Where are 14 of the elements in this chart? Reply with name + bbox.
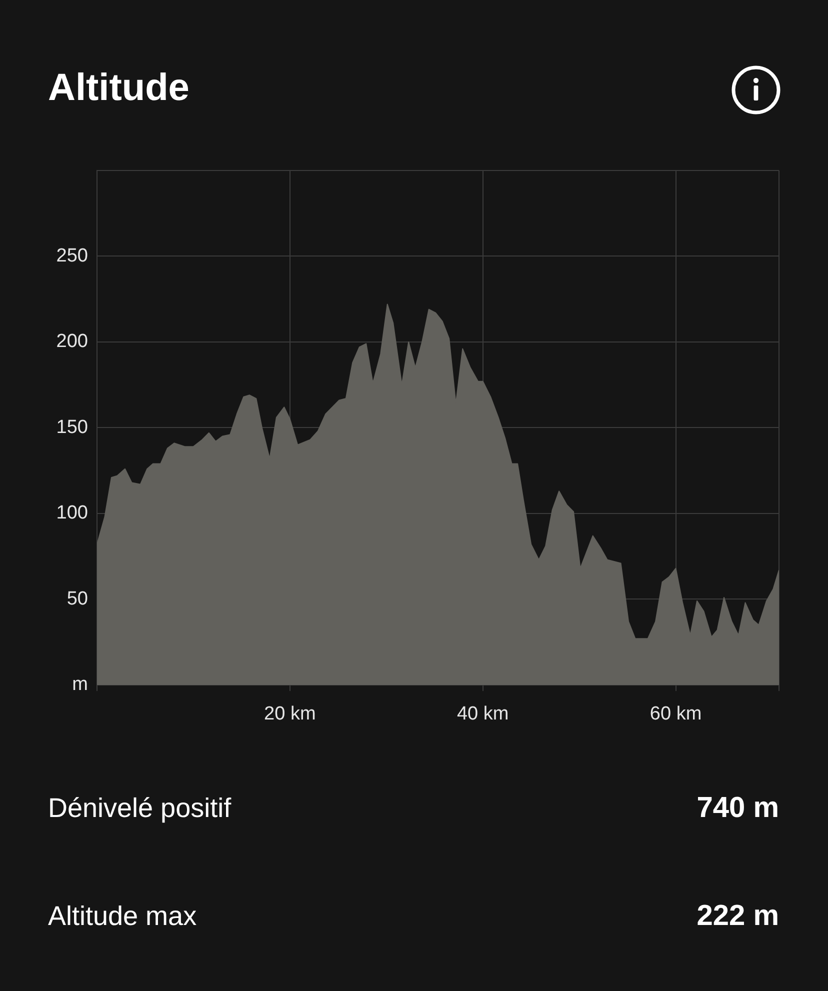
text: 740 m — [696, 792, 779, 824]
y-tick-label: 250 — [56, 245, 88, 266]
x-tick-label: 40 km — [456, 704, 509, 725]
y-tick-label: 150 — [56, 416, 88, 438]
y-tick-label: 200 — [56, 331, 88, 352]
chart-title: Altitude — [48, 66, 190, 111]
y-tick-label: 100 — [56, 502, 88, 524]
x-tick-label: 20 km — [264, 704, 316, 725]
y-tick-label: 50 — [66, 588, 88, 610]
text: Dénivelé positif — [48, 792, 232, 824]
y-tick-label: m — [72, 674, 88, 696]
text: 222 m — [696, 900, 779, 932]
x-tick-label: 60 km — [650, 704, 702, 725]
text: Altitude max — [48, 900, 197, 932]
